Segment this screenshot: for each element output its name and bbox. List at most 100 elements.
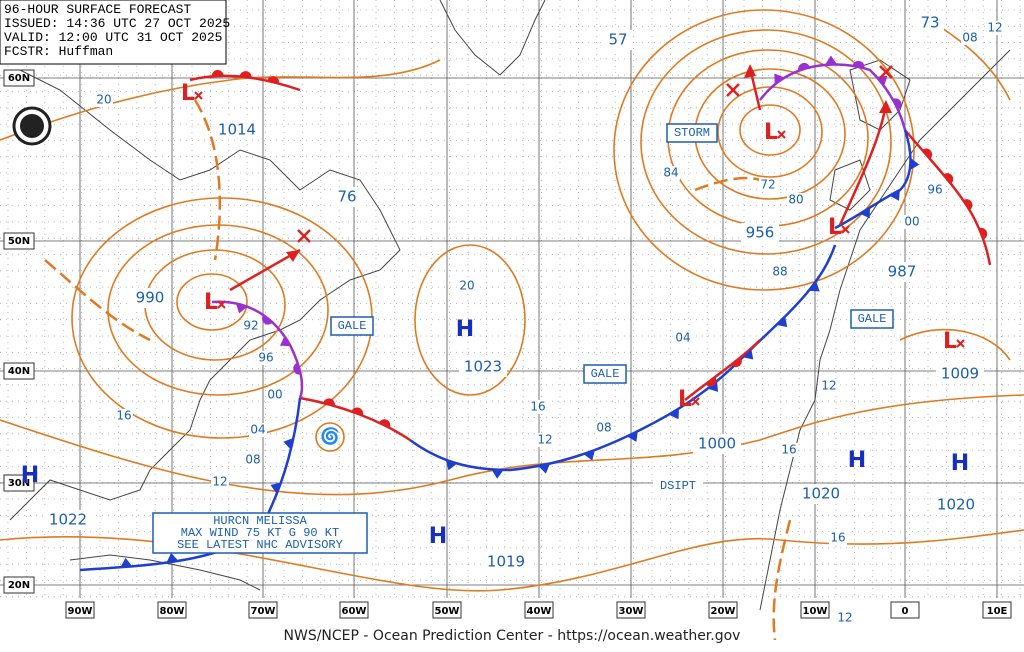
low-x — [956, 339, 965, 348]
high-center: H — [21, 463, 39, 488]
occluded-front-symbol — [279, 335, 291, 347]
isobar-label-box — [986, 21, 1004, 35]
pressure-label-box — [883, 262, 921, 282]
pressure-label: 987 — [888, 263, 917, 281]
isobar-label: 88 — [772, 265, 787, 279]
pressure-label-box — [482, 552, 530, 572]
warm-front-symbol — [378, 419, 391, 428]
lon-label-box — [616, 601, 646, 619]
isobar-label-box — [759, 178, 777, 192]
isobar — [899, 328, 1011, 361]
isobar-label-box — [787, 193, 805, 207]
area-label: DSIPT — [660, 479, 696, 493]
pressure-label-box — [604, 30, 632, 50]
occluded-front-symbol — [774, 73, 785, 85]
trough — [694, 176, 761, 192]
isobar-label-box — [903, 215, 921, 229]
isobar-label-box — [536, 433, 554, 447]
front-semicircle — [267, 76, 280, 84]
lon-label-box — [248, 601, 278, 619]
area-label-box — [850, 309, 894, 329]
front-semicircle — [293, 362, 301, 375]
front-triangle — [859, 207, 871, 219]
low-center: L — [678, 387, 692, 412]
low-x — [841, 225, 850, 234]
pressure-label-box — [693, 434, 741, 454]
front-semicircle — [963, 199, 973, 211]
hurricane-wind: MAX WIND 75 KT G 90 KT — [181, 526, 339, 540]
coastlines — [9, 0, 1011, 611]
warm-front-symbol — [705, 376, 717, 387]
arrow-head — [879, 100, 892, 113]
lon-label: 70W — [251, 606, 276, 617]
area-label: GALE — [338, 319, 367, 333]
pressure-label-box — [741, 223, 779, 243]
occluded-front-symbol — [876, 75, 888, 87]
front-triangle — [120, 557, 133, 568]
area-label-box — [653, 477, 703, 495]
front-semicircle — [351, 407, 364, 416]
area-label-box — [330, 316, 374, 336]
cold-front-symbol — [120, 557, 133, 568]
isobar — [0, 394, 1024, 496]
lon-label-box — [65, 601, 95, 619]
caribbean-coast — [69, 554, 261, 591]
isobar-label: 12 — [537, 433, 552, 447]
occluded-front-symbol — [262, 314, 273, 325]
lat-label-box — [3, 232, 35, 250]
header-issued: ISSUED: 14:36 UTC 27 OCT 2025 — [4, 16, 230, 31]
british-isles-coast — [829, 159, 871, 211]
pressure-label-box — [131, 288, 169, 308]
cold-front-symbol — [270, 482, 281, 494]
isobar-label-box — [961, 31, 979, 45]
lon-label-box — [708, 601, 738, 619]
pressure-label: 1014 — [218, 121, 256, 139]
occluded-front-symbol — [825, 55, 838, 65]
lon-label-box — [339, 601, 369, 619]
low-center: L — [828, 215, 842, 240]
isobar-label-box — [836, 611, 854, 625]
isobar-label: 20 — [96, 93, 111, 107]
labels: 1014 990 76 1023 956 987 1000 1020 1020 1009 1022 1… — [21, 13, 1004, 625]
arrow-head — [286, 250, 300, 262]
isobar-label-box — [820, 379, 838, 393]
isobar-label: 92 — [243, 319, 258, 333]
pressure-label: 990 — [136, 289, 165, 307]
lon-label: 40W — [527, 606, 552, 617]
front-triangle — [776, 316, 788, 328]
front-semicircle — [979, 227, 988, 240]
isobar-label: 08 — [245, 453, 260, 467]
isobar-label: 16 — [830, 531, 845, 545]
front-triangle — [889, 189, 900, 201]
isobar-label: 16 — [116, 409, 131, 423]
low-x — [777, 130, 786, 139]
warm-front — [299, 396, 411, 442]
front-triangle — [742, 348, 754, 360]
area-label-box — [583, 364, 627, 384]
front-semicircle — [852, 60, 865, 69]
front-triangle — [627, 431, 638, 442]
isobar — [414, 244, 526, 396]
area-label: STORM — [674, 126, 710, 140]
cold-front-symbol — [808, 281, 820, 292]
front-triangle — [491, 469, 504, 479]
pressure-label: 1022 — [49, 511, 87, 529]
pressure-label-box — [44, 510, 92, 530]
cold-front-symbol — [538, 463, 550, 474]
header-box — [0, 0, 227, 65]
warm-front-symbol — [731, 357, 742, 368]
cold-front-symbol — [776, 316, 788, 328]
high-center: H — [429, 524, 447, 549]
isobar-label: 00 — [267, 388, 282, 402]
isobar-label-box — [926, 183, 944, 197]
front-triangle — [270, 482, 281, 494]
pressure-label: 956 — [746, 224, 775, 242]
isobar-label: 80 — [788, 193, 803, 207]
pressure-label-box — [797, 484, 845, 504]
isobar-label: 12 — [987, 21, 1002, 35]
lon-label: 10W — [803, 606, 828, 617]
lat-label: 20N — [8, 580, 30, 591]
isobar — [176, 273, 248, 331]
pressure-label-box — [459, 357, 507, 377]
